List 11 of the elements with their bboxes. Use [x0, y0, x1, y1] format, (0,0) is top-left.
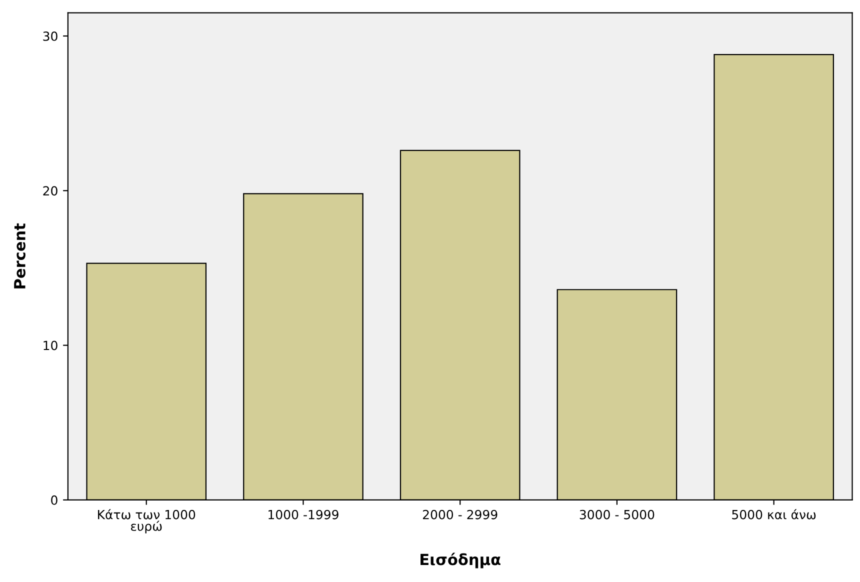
- x-tick-label: 2000 - 2999: [422, 510, 498, 520]
- y-tick-label: 30: [43, 31, 58, 41]
- y-tick-label: 0: [51, 495, 58, 505]
- x-axis-title: Εισόδημα: [420, 552, 500, 568]
- y-axis-title: Percent: [14, 223, 26, 288]
- x-tick-label: 1000 -1999: [268, 510, 338, 520]
- y-tick-label: 10: [44, 340, 58, 350]
- x-tick-label: 3000 - 5000: [580, 510, 654, 520]
- x-tick-label: Κάτω των 1000 ευρώ: [98, 509, 196, 534]
- x-tick-label: 5000 και άνω: [732, 509, 816, 520]
- y-tick-label: 20: [43, 186, 58, 196]
